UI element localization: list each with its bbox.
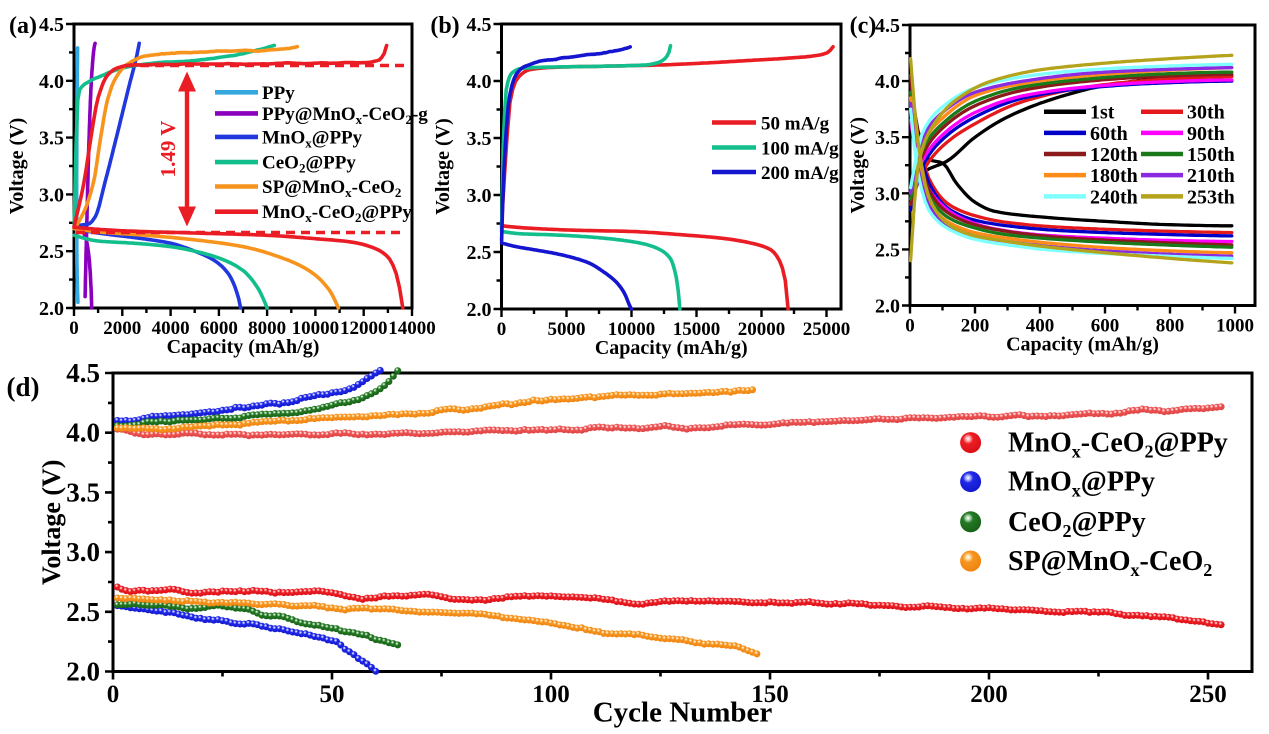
svg-text:4.5: 4.5 [39, 14, 64, 36]
svg-text:MnOx@PPy: MnOx@PPy [262, 127, 363, 150]
svg-text:CeO2@PPy: CeO2@PPy [262, 153, 356, 176]
svg-text:2.5: 2.5 [39, 241, 64, 263]
svg-text:210th: 210th [1187, 165, 1235, 187]
svg-text:12000: 12000 [340, 318, 388, 339]
svg-text:200: 200 [970, 681, 1008, 708]
svg-text:100 mA/g: 100 mA/g [761, 139, 839, 160]
svg-text:(b): (b) [430, 13, 459, 39]
svg-text:2.0: 2.0 [39, 298, 64, 320]
svg-text:3.0: 3.0 [39, 184, 64, 206]
svg-text:15000: 15000 [673, 319, 721, 340]
svg-text:1000: 1000 [1216, 316, 1254, 337]
svg-text:2.5: 2.5 [875, 239, 900, 261]
svg-text:240th: 240th [1090, 186, 1138, 208]
svg-text:180th: 180th [1090, 165, 1138, 187]
svg-text:SP@MnOx-CeO2: SP@MnOx-CeO2 [1008, 546, 1212, 580]
svg-text:150th: 150th [1187, 144, 1235, 166]
svg-text:2.5: 2.5 [66, 597, 100, 627]
svg-text:50: 50 [320, 681, 345, 708]
svg-text:10000: 10000 [608, 319, 656, 340]
svg-text:4000: 4000 [152, 318, 190, 339]
svg-text:Voltage (V): Voltage (V) [6, 118, 28, 214]
svg-text:0: 0 [905, 316, 915, 337]
svg-text:3.5: 3.5 [875, 127, 900, 149]
svg-text:253th: 253th [1187, 186, 1235, 208]
svg-text:4.0: 4.0 [66, 418, 100, 448]
svg-text:(a): (a) [9, 13, 37, 39]
svg-text:MnOx-CeO2@PPy: MnOx-CeO2@PPy [1008, 428, 1228, 462]
svg-text:3.5: 3.5 [467, 128, 492, 150]
svg-text:Voltage (V): Voltage (V) [432, 118, 454, 214]
svg-text:SP@MnOx-CeO2: SP@MnOx-CeO2 [262, 177, 401, 200]
svg-text:200 mA/g: 200 mA/g [761, 163, 839, 184]
svg-text:2.5: 2.5 [467, 242, 492, 264]
svg-text:Voltage (V): Voltage (V) [37, 460, 66, 585]
svg-text:3.5: 3.5 [66, 477, 100, 507]
svg-text:14000: 14000 [388, 318, 436, 339]
svg-text:50 mA/g: 50 mA/g [761, 114, 830, 135]
svg-text:800: 800 [1156, 316, 1185, 337]
svg-text:2.0: 2.0 [66, 657, 100, 687]
svg-text:4.0: 4.0 [467, 71, 492, 93]
svg-text:600: 600 [1091, 316, 1120, 337]
svg-text:4.5: 4.5 [467, 14, 492, 36]
svg-text:MnOx-CeO2@PPy: MnOx-CeO2@PPy [262, 202, 412, 225]
svg-text:PPy@MnOx-CeO2-g: PPy@MnOx-CeO2-g [262, 104, 428, 127]
svg-text:90th: 90th [1187, 123, 1225, 145]
svg-text:25000: 25000 [803, 319, 851, 340]
svg-text:200: 200 [961, 316, 990, 337]
svg-text:Capacity (mAh/g): Capacity (mAh/g) [167, 336, 320, 358]
svg-text:0: 0 [107, 681, 120, 708]
svg-text:150: 150 [751, 681, 789, 708]
svg-text:Capacity (mAh/g): Capacity (mAh/g) [1006, 334, 1159, 356]
svg-text:2000: 2000 [103, 318, 141, 339]
svg-text:1st: 1st [1090, 102, 1115, 124]
svg-text:400: 400 [1026, 316, 1055, 337]
svg-text:30th: 30th [1187, 102, 1225, 124]
svg-text:60th: 60th [1090, 123, 1128, 145]
svg-text:4.0: 4.0 [875, 71, 900, 93]
svg-text:2.0: 2.0 [875, 296, 900, 318]
svg-text:4.0: 4.0 [39, 71, 64, 93]
svg-text:3.0: 3.0 [66, 537, 100, 567]
svg-text:0: 0 [497, 319, 507, 340]
svg-text:250: 250 [1189, 681, 1227, 708]
svg-text:100: 100 [532, 681, 570, 708]
svg-text:4.5: 4.5 [875, 15, 900, 37]
svg-text:2.0: 2.0 [467, 299, 492, 321]
svg-text:3.0: 3.0 [467, 185, 492, 207]
svg-text:3.0: 3.0 [875, 183, 900, 205]
svg-text:8000: 8000 [248, 318, 286, 339]
svg-text:20000: 20000 [738, 319, 786, 340]
svg-text:Capacity (mAh/g): Capacity (mAh/g) [595, 337, 748, 359]
svg-text:1.49 V: 1.49 V [156, 121, 180, 178]
svg-text:3.5: 3.5 [39, 128, 64, 150]
svg-text:6000: 6000 [200, 318, 238, 339]
svg-text:5000: 5000 [548, 319, 586, 340]
svg-text:10000: 10000 [292, 318, 340, 339]
svg-text:0: 0 [69, 318, 79, 339]
svg-text:MnOx@PPy: MnOx@PPy [1008, 467, 1155, 501]
svg-text:CeO2@PPy: CeO2@PPy [1008, 507, 1146, 541]
svg-text:Voltage (V): Voltage (V) [847, 117, 869, 213]
svg-text:120th: 120th [1090, 144, 1138, 166]
svg-text:(c): (c) [850, 13, 877, 39]
svg-text:PPy: PPy [262, 83, 295, 104]
svg-text:Cycle Number: Cycle Number [593, 697, 773, 729]
svg-text:(d): (d) [7, 372, 40, 402]
svg-text:4.5: 4.5 [66, 358, 100, 388]
